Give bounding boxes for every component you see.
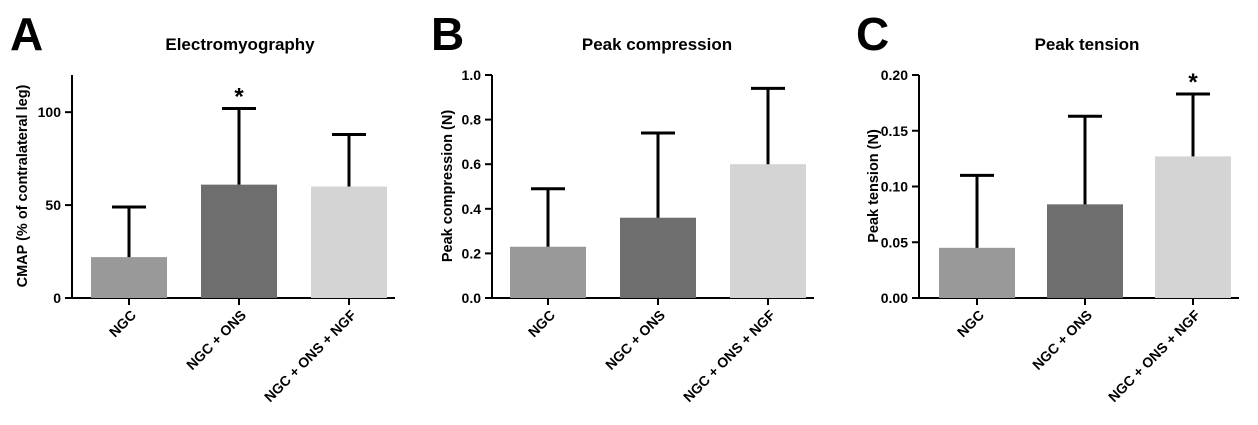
- category-label-b: NGC + ONS + NGF: [680, 306, 779, 405]
- bar-a-ngc-ons: [201, 184, 277, 298]
- y-axis-label-b: Peak compression (N): [440, 110, 456, 262]
- y-axis-label-c: Peak tension (N): [866, 129, 882, 243]
- bar-b-ngc-ons-ngf: [730, 164, 806, 298]
- panel-letter-a: A: [10, 8, 43, 60]
- category-label-c: NGC + ONS + NGF: [1105, 306, 1204, 405]
- panel-letter-c: C: [856, 8, 889, 60]
- chart-title-c: Peak tension: [1035, 35, 1140, 54]
- bar-b-ngc: [510, 246, 586, 298]
- y-tick-label-b: 0.8: [462, 112, 482, 128]
- chart-title-a: Electromyography: [165, 35, 315, 54]
- panel-c: C Peak tension Peak tension (N) 0.00 0.05…: [856, 8, 1239, 405]
- y-tick-label-c: 0.00: [881, 290, 908, 306]
- y-axis-label-a: CMAP (% of contralateral leg): [15, 84, 31, 287]
- significance-marker-a: *: [234, 83, 244, 110]
- y-tick-label-c: 0.15: [881, 123, 908, 139]
- y-tick-label-a: 100: [38, 104, 62, 120]
- y-tick-label-b: 0.2: [462, 245, 482, 261]
- y-tick-label-b: 0.0: [462, 290, 482, 306]
- panel-a: A Electromyography CMAP (% of contralate…: [10, 8, 395, 405]
- bar-c-ngc-ons-ngf: [1155, 156, 1231, 298]
- panel-b: B Peak compression Peak compression (N) …: [431, 8, 814, 405]
- y-tick-label-b: 1.0: [462, 67, 482, 83]
- y-tick-label-a: 50: [45, 197, 61, 213]
- y-tick-label-c: 0.20: [881, 67, 908, 83]
- y-tick-label-a: 0: [53, 290, 61, 306]
- bar-a-ngc-ons-ngf: [311, 186, 387, 298]
- bar-c-ngc-ons: [1047, 204, 1123, 298]
- significance-marker-c: *: [1188, 69, 1198, 96]
- y-tick-label-c: 0.05: [881, 234, 908, 250]
- category-label-a: NGC: [106, 307, 139, 340]
- y-tick-label-b: 0.6: [462, 156, 482, 172]
- category-label-b: NGC + ONS: [602, 307, 668, 373]
- category-label-a: NGC + ONS: [183, 307, 249, 373]
- bar-c-ngc: [939, 247, 1015, 298]
- category-label-b: NGC: [525, 307, 558, 340]
- category-label-a: NGC + ONS + NGF: [261, 306, 360, 405]
- bar-a-ngc: [91, 257, 167, 298]
- chart-title-b: Peak compression: [582, 35, 732, 54]
- bar-b-ngc-ons: [620, 217, 696, 298]
- panel-letter-b: B: [431, 8, 464, 60]
- y-tick-label-b: 0.4: [462, 201, 482, 217]
- y-tick-label-c: 0.10: [881, 179, 908, 195]
- category-label-c: NGC: [954, 307, 987, 340]
- category-label-c: NGC + ONS: [1029, 307, 1095, 373]
